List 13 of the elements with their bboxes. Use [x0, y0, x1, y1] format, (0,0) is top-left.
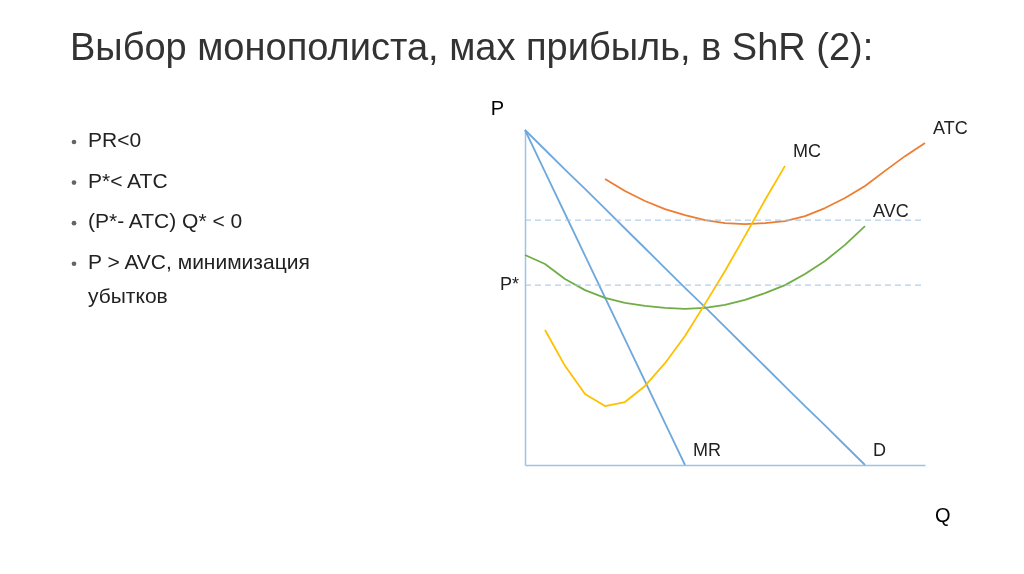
- series-label: D: [873, 440, 886, 460]
- series-label: ATC: [933, 118, 968, 139]
- text: P*< ATC: [88, 168, 168, 192]
- text: PR<0: [88, 128, 142, 151]
- series-label: MR: [693, 440, 721, 460]
- series-label: MC: [793, 140, 821, 161]
- chart-title: Выбор монополиста, мах прибыль, в ShR (2):: [70, 26, 874, 68]
- text: P > AVC, минимизация убытков: [88, 249, 310, 307]
- ref-line-label: P*: [499, 274, 519, 295]
- series-label: AVC: [873, 201, 909, 222]
- x-axis-title: Q: [934, 503, 951, 526]
- text: (P*- ATC) Q* < 0: [88, 209, 243, 233]
- y-axis-title: P: [490, 96, 505, 119]
